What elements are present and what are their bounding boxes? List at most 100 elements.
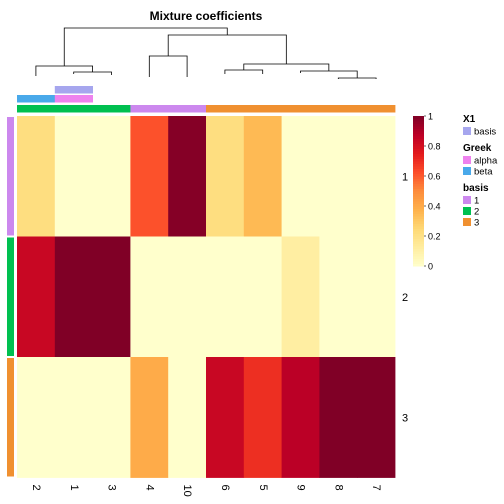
colorbar-segment (413, 151, 424, 154)
heatmap-cell (168, 236, 207, 358)
heatmap-cell (54, 357, 93, 478)
colorbar-segment (413, 153, 424, 157)
column-annotation-cell (130, 105, 169, 113)
colorbar-segment (413, 208, 424, 212)
row-annotation-cell (7, 117, 14, 236)
heatmap-cell (243, 116, 282, 237)
colorbar-segment (413, 221, 424, 224)
colorbar-segment (413, 201, 424, 204)
colorbar-segment (413, 231, 424, 234)
colorbar-segment (413, 166, 424, 169)
heatmap-cell (357, 357, 396, 478)
legend-swatch (463, 167, 471, 175)
colorbar-segment (413, 123, 424, 127)
column-label: 2 (30, 485, 42, 491)
legend-swatch (463, 207, 471, 215)
heatmap-cell (206, 236, 245, 358)
heatmap-cell (243, 357, 282, 478)
legend-swatch (463, 156, 471, 164)
heatmap-cell (54, 116, 93, 237)
column-label: 3 (106, 485, 118, 491)
colorbar-segment (413, 203, 424, 207)
colorbar-segment (413, 126, 424, 129)
heatmap-cell (206, 357, 245, 478)
colorbar-segment (413, 206, 424, 209)
heatmap-cell (92, 236, 131, 358)
column-label: 4 (143, 485, 155, 491)
dendrogram-link (63, 27, 228, 66)
legend-swatch (463, 218, 471, 226)
heatmap-cells (17, 116, 396, 478)
colorbar-segment (413, 188, 424, 192)
colorbar-segment (413, 258, 424, 262)
colorbar-tick-label: 0.4 (428, 202, 441, 212)
row-annotation-cell (7, 237, 14, 356)
colorbar-segment (413, 161, 424, 164)
colorbar-segment (413, 246, 424, 249)
heatmap-cell (17, 357, 56, 478)
colorbar-tick-label: 0 (428, 262, 433, 272)
colorbar-segment (413, 243, 424, 247)
colorbar-segment (413, 253, 424, 257)
colorbar-segment (413, 176, 424, 179)
column-annotation-cell (206, 105, 245, 113)
colorbar-segment (413, 226, 424, 229)
colorbar-segment (413, 228, 424, 232)
colorbar-tick-label: 1 (428, 112, 433, 122)
colorbar-segment (413, 141, 424, 144)
column-annotation-cell (54, 105, 93, 113)
colorbar-segment (413, 196, 424, 199)
dendrogram-link (300, 70, 358, 78)
colorbar-segment (413, 191, 424, 194)
dendrogram-link (337, 77, 377, 79)
column-label: 7 (370, 485, 382, 491)
column-label: 10 (181, 485, 193, 497)
colorbar-segment (413, 223, 424, 227)
dendrogram-link (73, 71, 112, 75)
colorbar-segment (413, 156, 424, 159)
chart-title: Mixture coefficients (150, 9, 263, 23)
dendrogram-link (167, 34, 287, 64)
colorbar-segment (413, 256, 424, 259)
legend-label: basis (474, 127, 496, 138)
colorbar-segment (413, 183, 424, 187)
row-label: 3 (402, 412, 408, 424)
legend-title: X1 (463, 114, 476, 125)
legend-swatch (463, 127, 471, 135)
colorbar-segment (413, 218, 424, 222)
colorbar-segment (413, 263, 424, 267)
colorbar-segment (413, 168, 424, 172)
heatmap-cell (357, 116, 396, 237)
column-annotation-cell (168, 105, 207, 113)
dendrogram-link (35, 65, 93, 76)
colorbar-segment (413, 146, 424, 149)
heatmap-cell (281, 116, 320, 237)
colorbar-segment (413, 238, 424, 242)
colorbar-segment (413, 121, 424, 124)
heatmap-cell (243, 236, 282, 358)
column-annotation-cell (243, 105, 282, 113)
legend-label: 2 (474, 207, 479, 218)
colorbar-segment (413, 171, 424, 174)
colorbar-segment (413, 211, 424, 214)
colorbar-segment (413, 213, 424, 217)
colorbar-segment (413, 216, 424, 219)
colorbar-tick-label: 0.8 (428, 142, 441, 152)
legend-label: 3 (474, 218, 479, 229)
colorbar-segment (413, 193, 424, 197)
heatmap-cell (130, 116, 169, 237)
heatmap-cell (281, 236, 320, 358)
heatmap-cell (54, 236, 93, 358)
column-labels: 2 1 3 4 10 6 5 9 8 7 (30, 485, 382, 497)
heatmap-cell (319, 357, 358, 478)
colorbar-tick-label: 0.2 (428, 232, 441, 242)
colorbar-segment (413, 181, 424, 184)
colorbar-segment (413, 138, 424, 142)
colorbar-segment (413, 198, 424, 202)
column-label: 5 (257, 485, 269, 491)
column-annotation-cell (17, 95, 56, 103)
column-annotation-cell (54, 95, 93, 103)
column-dendrogram (35, 27, 377, 79)
colorbar-segment (413, 116, 424, 119)
colorbar-segment (413, 236, 424, 239)
